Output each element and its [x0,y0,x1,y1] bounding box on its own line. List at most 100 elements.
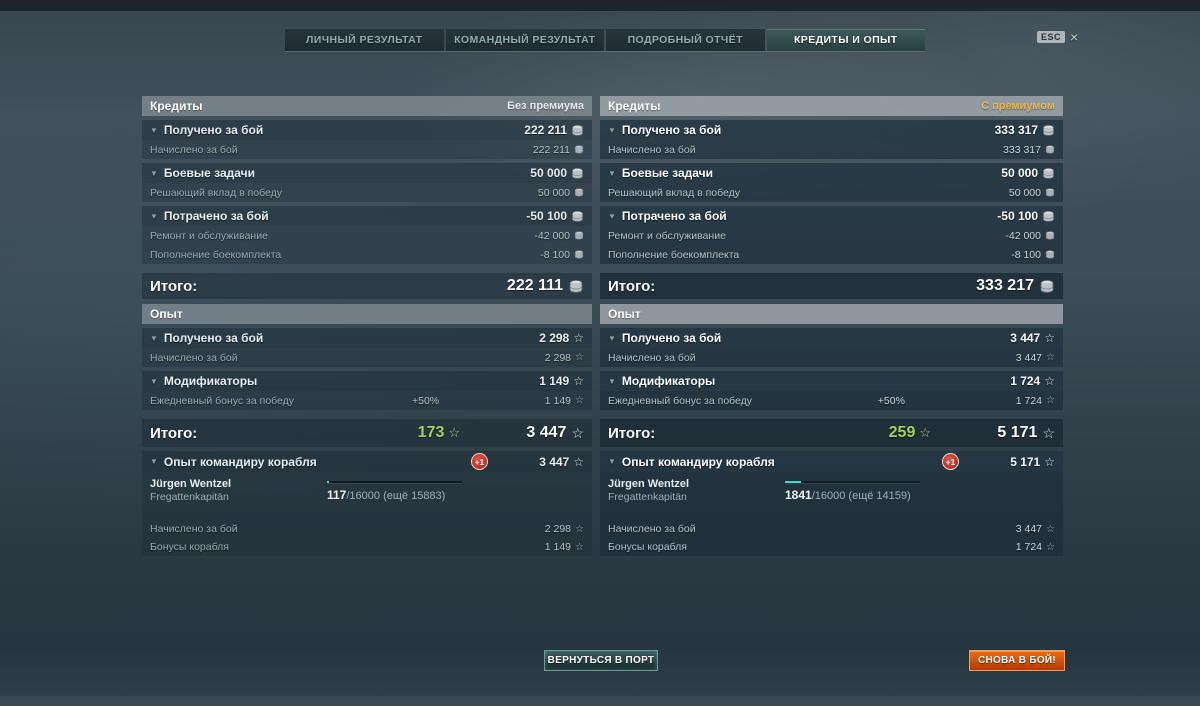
total-label: Итого: [150,277,198,295]
row-label: Получено за бой [163,123,264,137]
collapse-icon: ▼ [150,125,158,135]
row-value: 1 724 [1015,394,1043,407]
commander-info-block: Jürgen Wentzel Fregattenkapitän 1841/160… [600,472,1063,520]
row-value: 3 447 [539,454,570,469]
credits-total-row: Итого: 333 217 [600,273,1063,299]
commander-ship-bonus-detail: Бонусы корабля 1 724 ☆ [600,538,1063,556]
row-value: -50 100 [997,209,1038,223]
credits-header: Кредиты Без премиума [142,96,592,116]
row-label: Начислено за бой [150,523,238,535]
credits-spent-row[interactable]: ▼ Потрачено за бой -50 100 [600,206,1063,226]
row-label: Боевые задачи [163,166,255,180]
row-value: 3 447 [1015,351,1043,364]
row-label: Опыт командиру корабля [621,454,775,469]
ammo-cost-detail: Пополнение боекомплекта -8 100 [142,245,592,264]
commander-point-badge: +1 [942,453,959,470]
xp-earned-row[interactable]: ▼ Получено за бой 3 447 ☆ [600,328,1063,348]
xp-modifiers-row[interactable]: ▼ Модификаторы 1 149 ☆ [142,371,592,391]
xp-earned-row[interactable]: ▼ Получено за бой 2 298 ☆ [142,328,592,348]
row-label: Начислено за бой [608,523,696,535]
row-label: Получено за бой [163,331,264,345]
progress-fill [327,481,330,483]
xp-header-title: Опыт [608,307,641,321]
credits-icon [574,145,584,154]
tab-detailed-report[interactable]: ПОДРОБНЫЙ ОТЧЁТ [606,29,765,51]
row-value: -8 100 [540,248,570,261]
ammo-cost-detail: Пополнение боекомплекта -8 100 [600,245,1063,264]
tab-credits-and-xp[interactable]: КРЕДИТЫ И ОПЫТ [766,29,925,51]
commander-earned-detail: Начислено за бой 2 298 ☆ [142,520,592,538]
row-value: -42 000 [1005,229,1041,242]
daily-bonus-detail: Ежедневный бонус за победу +50% 1 724 ☆ [600,391,1063,410]
xp-earned-detail: Начислено за бой 3 447 ☆ [600,348,1063,367]
progress-current: 1841 [785,488,812,502]
xp-star-icon: ☆ [1046,352,1055,363]
progress-track [327,481,462,483]
tab-team-result[interactable]: КОМАНДНЫЙ РЕЗУЛЬТАТ [445,29,604,51]
xp-header: Опыт [600,304,1063,324]
commander-progress: 117/16000 (ещё 15883) [327,481,527,502]
row-value: 2 298 [544,523,572,535]
combat-missions-row[interactable]: ▼ Боевые задачи 50 000 [600,163,1063,183]
row-label: Модификаторы [621,374,716,388]
repair-cost-detail: Ремонт и обслуживание -42 000 [142,226,592,245]
combat-missions-row[interactable]: ▼ Боевые задачи 50 000 [142,163,592,183]
row-label: Опыт командиру корабля [163,454,317,469]
combat-missions-detail: Решающий вклад в победу 50 000 [142,183,592,202]
collapse-icon: ▼ [608,376,616,386]
progress-total: /16000 [346,490,381,502]
collapse-icon: ▼ [608,457,616,466]
premium-mode-label: С премиумом [981,100,1055,112]
credits-icon [1045,188,1055,197]
progress-track [785,481,920,483]
commander-xp-row[interactable]: ▼ Опыт командиру корабля +1 3 447 ☆ [142,451,592,472]
commander-earned-detail: Начислено за бой 3 447 ☆ [600,520,1063,538]
close-icon[interactable]: × [1070,29,1079,45]
repair-cost-detail: Ремонт и обслуживание -42 000 [600,226,1063,245]
credits-earned-row[interactable]: ▼ Получено за бой 222 211 [142,120,592,140]
tab-personal-result[interactable]: ЛИЧНЫЙ РЕЗУЛЬТАТ [285,29,444,51]
credits-icon [572,210,583,222]
esc-key-badge: ESC [1037,31,1066,43]
credits-icon [1045,250,1055,259]
total-value: 3 447 [526,424,567,441]
panel-premium: Кредиты С премиумом ▼ Получено за бой 33… [600,96,1063,556]
row-label: Решающий вклад в победу [150,186,283,199]
collapse-icon: ▼ [150,333,158,343]
return-to-port-button[interactable]: ВЕРНУТЬСЯ В ПОРТ [544,650,658,671]
credits-earned-row[interactable]: ▼ Получено за бой 333 317 [600,120,1063,140]
credits-header: Кредиты С премиумом [600,96,1063,116]
row-label: Пополнение боекомплекта [150,248,282,261]
row-label: Решающий вклад в победу [608,186,741,199]
xp-modifiers-row[interactable]: ▼ Модификаторы 1 724 ☆ [600,371,1063,391]
total-label: Итого: [608,424,656,442]
xp-header: Опыт [142,304,592,324]
credits-spent-row[interactable]: ▼ Потрачено за бой -50 100 [142,206,592,226]
collapse-icon: ▼ [608,333,616,343]
xp-header-title: Опыт [150,307,183,321]
commander-xp-row[interactable]: ▼ Опыт командиру корабля +1 5 171 ☆ [600,451,1063,472]
xp-earned-detail: Начислено за бой 2 298 ☆ [142,348,592,367]
credits-icon [1040,279,1054,293]
progress-current: 117 [327,488,347,502]
row-value: 1 724 [1015,541,1043,553]
credits-header-title: Кредиты [608,99,661,113]
row-label: Бонусы корабля [150,541,229,553]
credits-icon [1043,210,1054,222]
total-label: Итого: [608,277,656,295]
xp-star-icon: ☆ [573,454,584,469]
commander-name: Jürgen Wentzel [608,478,690,490]
total-value: 5 171 [997,424,1038,441]
commander-info-block: Jürgen Wentzel Fregattenkapitän 117/1600… [142,472,592,520]
row-label: Получено за бой [621,331,722,345]
commander-rank: Fregattenkapitän [150,491,229,503]
battle-again-button[interactable]: СНОВА В БОЙ! [969,650,1065,671]
premium-mode-label: Без премиума [507,100,584,112]
xp-star-icon: ☆ [1044,331,1055,345]
total-label: Итого: [150,424,198,442]
results-tab-bar: ЛИЧНЫЙ РЕЗУЛЬТАТ КОМАНДНЫЙ РЕЗУЛЬТАТ ПОД… [285,29,925,52]
collapse-icon: ▼ [150,457,158,466]
row-value: 2 298 [544,351,572,364]
row-label: Боевые задачи [621,166,713,180]
credits-header-title: Кредиты [150,99,203,113]
